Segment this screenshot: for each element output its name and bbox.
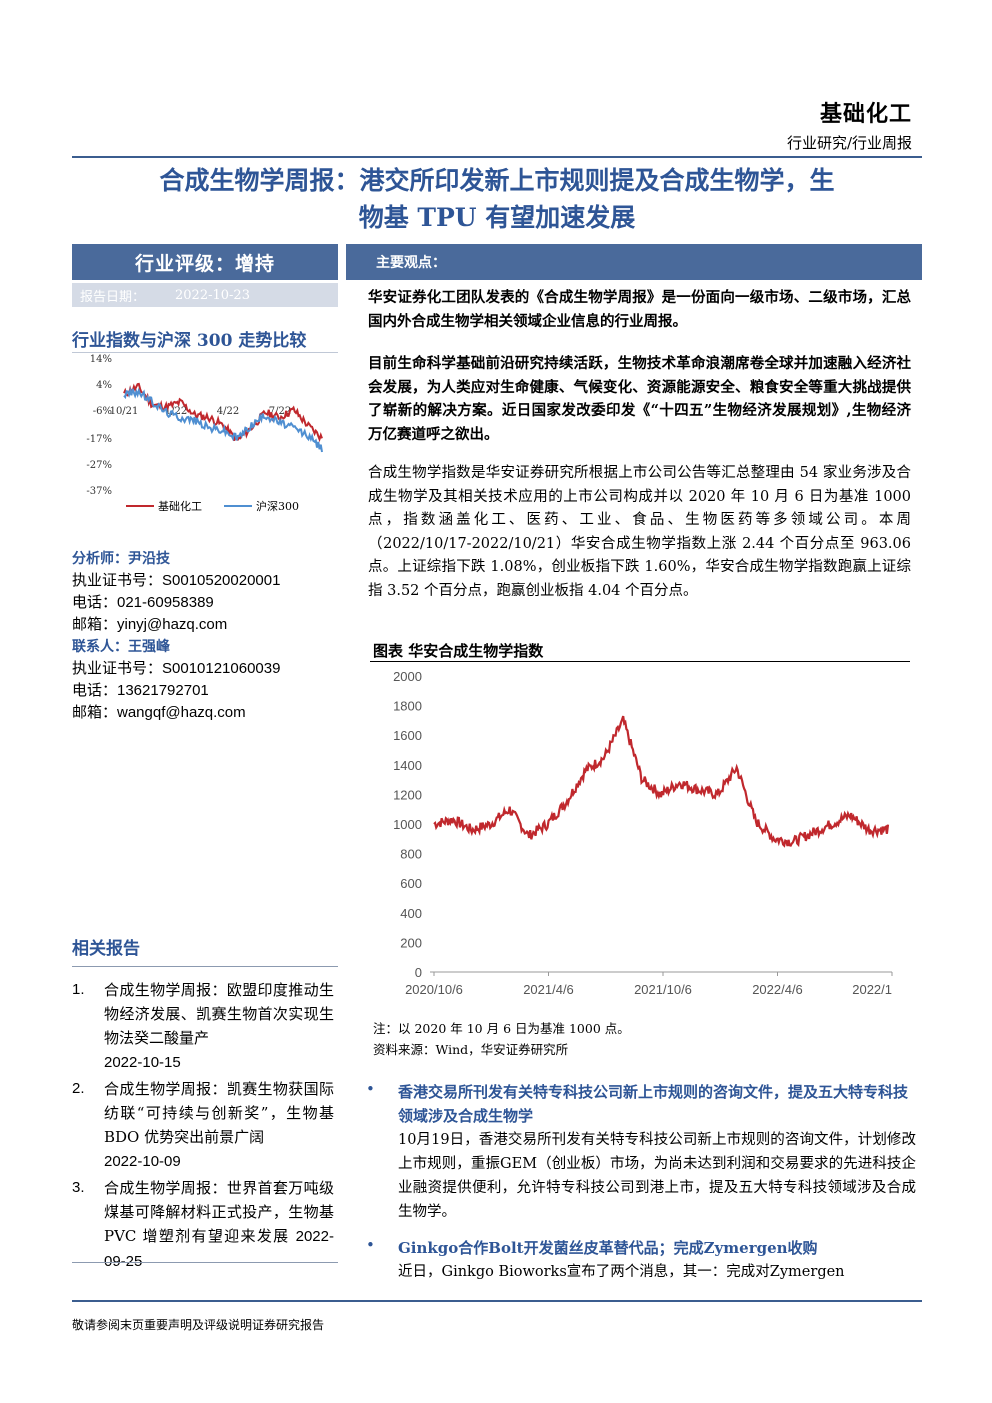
industry-rating: 行业评级：增持 [72, 244, 338, 280]
news-item-ginkgo: • Ginkgo合作Bolt开发菌丝皮革替代品；完成Zymergen收购 近日，… [366, 1236, 916, 1284]
y-tick-label: 1400 [393, 758, 422, 773]
related-report-date: 2022-09-25 [104, 1228, 334, 1270]
mini-x-tick-label: 4/22 [217, 406, 239, 417]
related-report-title: 合成生物学周报：世界首套万吨级煤基可降解材料正式投产，生物基 PVC 增塑剂有望… [104, 1179, 334, 1245]
report-title: 合成生物学周报：港交所印发新上市规则提及合成生物学，生 物基 TPU 有望加速发… [72, 162, 922, 236]
contact-phone: 电话：13621792701 [72, 682, 209, 699]
report-date-label: 报告日期： [80, 289, 146, 305]
analyst-email[interactable]: 邮箱：yinyj@hazq.com [72, 616, 228, 633]
key-points-label: 主要观点： [376, 255, 446, 271]
y-tick-label: 2000 [393, 669, 422, 684]
x-tick-label: 2021/4/6 [523, 982, 574, 997]
synbio-index-chart: 0 200 400 600 800 1000 1200 1400 1600 1800 2000 202… [393, 669, 893, 997]
news-body: 10月19日，香港交易所刊发有关特专科技公司新上市规则的咨询文件，计划修改上市规… [398, 1132, 916, 1220]
y-tick-label: 400 [400, 906, 422, 921]
related-report-text: 合成生物学周报：欧盟印度推动生物经济发展、凯赛生物首次实现生物法癸二酸量产 202… [104, 978, 334, 1075]
mini-x-tick-label: 1/22 [165, 406, 187, 417]
related-report-title: 合成生物学周报：欧盟印度推动生物经济发展、凯赛生物首次实现生物法癸二酸量产 [104, 981, 334, 1047]
legend-swatch-hs300 [224, 505, 252, 507]
y-tick-label: 1600 [393, 728, 422, 743]
related-report-num: 2. [72, 1080, 85, 1097]
analyst-cert: 执业证书号：S0010520020001 [72, 572, 281, 589]
y-tick-label: 1000 [393, 817, 422, 832]
report-title-line2: 物基 TPU 有望加速发展 [358, 203, 636, 232]
mini-series-line-hs300 [123, 386, 323, 453]
mini-y-tick-label: -27% [86, 460, 112, 471]
index-compare-chart: 14% 4% -6% -17% -27% -37% 10/21 1/22 4/22 7/22 [86, 354, 323, 497]
header-divider [72, 156, 922, 158]
legend-label-hs300: 沪深300 [256, 500, 299, 513]
analyst-phone: 电话：021-60958389 [72, 594, 214, 611]
figure-title: 图表 华安合成生物学指数 [373, 642, 544, 660]
contact-name: 联系人：王强峰 [72, 639, 170, 655]
report-type: 行业研究/行业周报 [786, 134, 912, 152]
contact-cert: 执业证书号：S0010121060039 [72, 660, 281, 677]
bullet-icon: • [366, 1080, 375, 1098]
related-report-title: 合成生物学周报：凯赛生物获国际纺联“可持续与创新奖”，生物基 BDO 优势突出前… [104, 1080, 334, 1146]
legend-swatch-sector [126, 505, 154, 507]
mini-y-tick-label: -6% [93, 406, 112, 417]
related-reports-divider [72, 966, 338, 967]
related-report-num: 3. [72, 1179, 85, 1196]
related-reports-title: 相关报告 [72, 939, 140, 959]
x-tick-label: 2021/10/6 [634, 982, 692, 997]
x-tick-label: 2022/1 [852, 982, 892, 997]
related-report-date: 2022-10-15 [104, 1054, 181, 1071]
sector-name: 基础化工 [819, 101, 912, 127]
figure-notes: 注：以 2020 年 10 月 6 日为基准 1000 点。 资料来源：Wind… [373, 1018, 630, 1060]
index-compare-divider [72, 352, 338, 353]
synbio-index-line [433, 715, 890, 848]
related-report-item[interactable]: 1. 合成生物学周报：欧盟印度推动生物经济发展、凯赛生物首次实现生物法癸二酸量产… [72, 978, 334, 1075]
related-reports-list: 1. 合成生物学周报：欧盟印度推动生物经济发展、凯赛生物首次实现生物法癸二酸量产… [72, 978, 334, 1276]
related-report-text: 合成生物学周报：凯赛生物获国际纺联“可持续与创新奖”，生物基 BDO 优势突出前… [104, 1077, 334, 1174]
background-paragraph: 目前生命科学基础前沿研究持续活跃，生物技术革命浪潮席卷全球并加速融入经济社会发展… [368, 355, 911, 443]
legend-item-hs300: 沪深300 [224, 498, 299, 514]
x-tick-label: 2020/10/6 [405, 982, 463, 997]
report-title-line1: 合成生物学周报：港交所印发新上市规则提及合成生物学，生 [159, 166, 835, 195]
figure-note: 注：以 2020 年 10 月 6 日为基准 1000 点。 [373, 1021, 630, 1036]
intro-paragraph: 华安证券化工团队发表的《合成生物学周报》是一份面向一级市场、二级市场，汇总国内外… [368, 289, 911, 330]
y-tick-label: 0 [415, 965, 422, 980]
related-report-text: 合成生物学周报：世界首套万吨级煤基可降解材料正式投产，生物基 PVC 增塑剂有望… [104, 1176, 334, 1274]
mini-x-tick-label: 7/22 [269, 406, 291, 417]
figure-source: 资料来源：Wind，华安证券研究所 [373, 1042, 569, 1057]
report-date-bar: 报告日期： 2022-10-23 [72, 283, 338, 307]
y-tick-label: 1800 [393, 699, 422, 714]
index-compare-title: 行业指数与沪深 300 走势比较 [72, 331, 307, 351]
index-summary-paragraph: 合成生物学指数是华安证券研究所根据上市公司公告等汇总整理由 54 家业务涉及合成… [368, 465, 911, 599]
y-tick-label: 800 [400, 847, 422, 862]
y-tick-label: 200 [400, 935, 422, 950]
related-report-num: 1. [72, 981, 85, 998]
bullet-icon: • [366, 1236, 375, 1254]
mini-y-tick-label: -17% [86, 434, 112, 445]
news-item-hkex: • 香港交易所刊发有关特专科技公司新上市规则的咨询文件，提及五大特专科技领域涉及… [366, 1080, 916, 1224]
related-report-item[interactable]: 2. 合成生物学周报：凯赛生物获国际纺联“可持续与创新奖”，生物基 BDO 优势… [72, 1077, 334, 1174]
report-date-value: 2022-10-23 [175, 287, 250, 303]
x-tick-label: 2022/4/6 [752, 982, 803, 997]
key-points-bar: 主要观点： [346, 244, 922, 280]
analyst-name: 分析师：尹沿技 [72, 551, 170, 567]
y-tick-label: 1200 [393, 787, 422, 802]
related-report-date: 2022-10-09 [104, 1153, 181, 1170]
footer-disclaimer: 敬请参阅末页重要声明及评级说明证券研究报告 [72, 1318, 325, 1332]
mini-y-tick-label: 4% [96, 380, 112, 391]
legend-label-sector: 基础化工 [158, 500, 202, 513]
mini-series-line-sector [123, 382, 323, 443]
footer-divider [72, 1300, 922, 1302]
news-body: 近日，Ginkgo Bioworks宣布了两个消息，其一：完成对Zymergen [398, 1264, 845, 1280]
news-title: 香港交易所刊发有关特专科技公司新上市规则的咨询文件，提及五大特专科技领域涉及合成… [398, 1083, 909, 1125]
related-reports-bottom-divider [72, 1262, 338, 1263]
mini-y-tick-label: -37% [86, 486, 112, 497]
figure-title-divider [370, 661, 910, 662]
news-title: Ginkgo合作Bolt开发菌丝皮革替代品；完成Zymergen收购 [398, 1239, 818, 1257]
y-tick-label: 600 [400, 876, 422, 891]
legend-item-sector: 基础化工 [126, 498, 202, 514]
mini-x-tick-label: 10/21 [110, 406, 139, 417]
analyst-block: 分析师：尹沿技 执业证书号：S0010520020001 电话：021-6095… [72, 548, 338, 724]
related-report-item[interactable]: 3. 合成生物学周报：世界首套万吨级煤基可降解材料正式投产，生物基 PVC 增塑… [72, 1176, 334, 1274]
contact-email[interactable]: 邮箱：wangqf@hazq.com [72, 704, 246, 721]
mini-y-tick-label: 14% [90, 354, 112, 365]
